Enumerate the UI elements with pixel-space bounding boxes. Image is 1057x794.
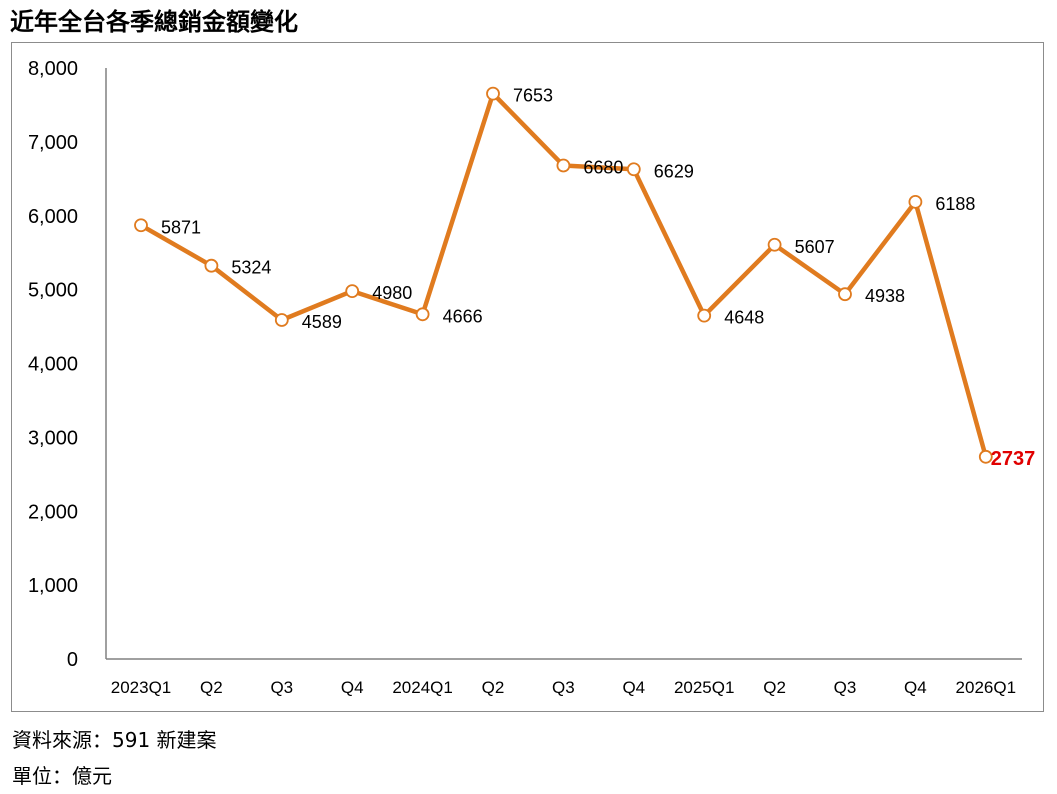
y-tick-label: 4,000 xyxy=(28,354,78,376)
data-label: 4648 xyxy=(724,308,764,328)
data-point-marker xyxy=(134,218,148,233)
data-label: 6188 xyxy=(935,194,975,214)
data-label: 4980 xyxy=(372,283,412,303)
x-tick-label: 2025Q1 xyxy=(674,678,735,697)
y-tick-label: 6,000 xyxy=(28,206,78,228)
x-tick-label: Q2 xyxy=(763,678,786,697)
data-point-marker xyxy=(767,237,782,252)
data-label: 7653 xyxy=(513,86,553,106)
data-label: 4666 xyxy=(443,306,483,326)
data-label: 4938 xyxy=(865,286,905,306)
line-chart: 0 1,000 2,000 3,000 4,000 5,000 6,000 7,000 8,00… xyxy=(28,58,1035,697)
data-label: 2737 xyxy=(991,448,1036,470)
chart-title: 近年全台各季總銷金額變化 xyxy=(10,7,298,36)
data-label: 5871 xyxy=(161,217,201,237)
x-tick-labels: 2023Q1 Q2 Q3 Q4 2024Q1 Q2 Q3 Q4 2025Q1 Q2 Q3 Q4 2026… xyxy=(111,678,1016,697)
data-point-markers xyxy=(134,86,993,464)
x-tick-label: Q2 xyxy=(200,678,223,697)
y-tick-label: 7,000 xyxy=(28,132,78,154)
x-tick-label: 2024Q1 xyxy=(392,678,453,697)
data-label: 6629 xyxy=(654,161,694,181)
x-tick-label: Q4 xyxy=(622,678,645,697)
x-tick-label: 2023Q1 xyxy=(111,678,172,697)
data-label: 6680 xyxy=(583,158,623,178)
data-point-marker xyxy=(345,284,360,299)
y-tick-labels: 0 1,000 2,000 3,000 4,000 5,000 6,000 7,000 8,00… xyxy=(28,58,78,671)
x-tick-label: Q3 xyxy=(270,678,293,697)
chart-frame xyxy=(11,42,1044,712)
y-tick-label: 0 xyxy=(67,649,78,671)
data-labels: 5871 5324 4589 4980 4666 7653 6680 6629 4648 5607… xyxy=(161,86,1035,470)
y-tick-label: 8,000 xyxy=(28,58,78,80)
data-point-marker xyxy=(697,308,712,323)
x-tick-label: Q4 xyxy=(904,678,927,697)
data-point-marker xyxy=(626,162,641,177)
x-tick-label: Q3 xyxy=(834,678,857,697)
x-tick-label: Q2 xyxy=(482,678,505,697)
data-point-marker xyxy=(908,194,923,209)
data-point-marker xyxy=(978,449,993,464)
y-tick-label: 3,000 xyxy=(28,427,78,449)
data-point-marker xyxy=(204,258,219,273)
y-tick-label: 5,000 xyxy=(28,280,78,302)
data-point-marker xyxy=(486,86,500,101)
unit-note: 單位：億元 xyxy=(12,764,112,788)
data-label: 5607 xyxy=(795,237,835,257)
y-tick-label: 2,000 xyxy=(28,501,78,523)
data-point-marker xyxy=(415,307,430,322)
y-tick-label: 1,000 xyxy=(28,575,78,597)
x-tick-label: Q4 xyxy=(341,678,364,697)
x-tick-label: 2026Q1 xyxy=(956,678,1017,697)
data-point-marker xyxy=(556,158,571,173)
data-label: 5324 xyxy=(231,258,271,278)
x-tick-label: Q3 xyxy=(552,678,575,697)
data-point-marker xyxy=(274,313,289,327)
data-point-marker xyxy=(838,287,852,302)
data-label: 4589 xyxy=(302,312,342,332)
source-note: 資料來源：591 新建案 xyxy=(12,728,217,752)
